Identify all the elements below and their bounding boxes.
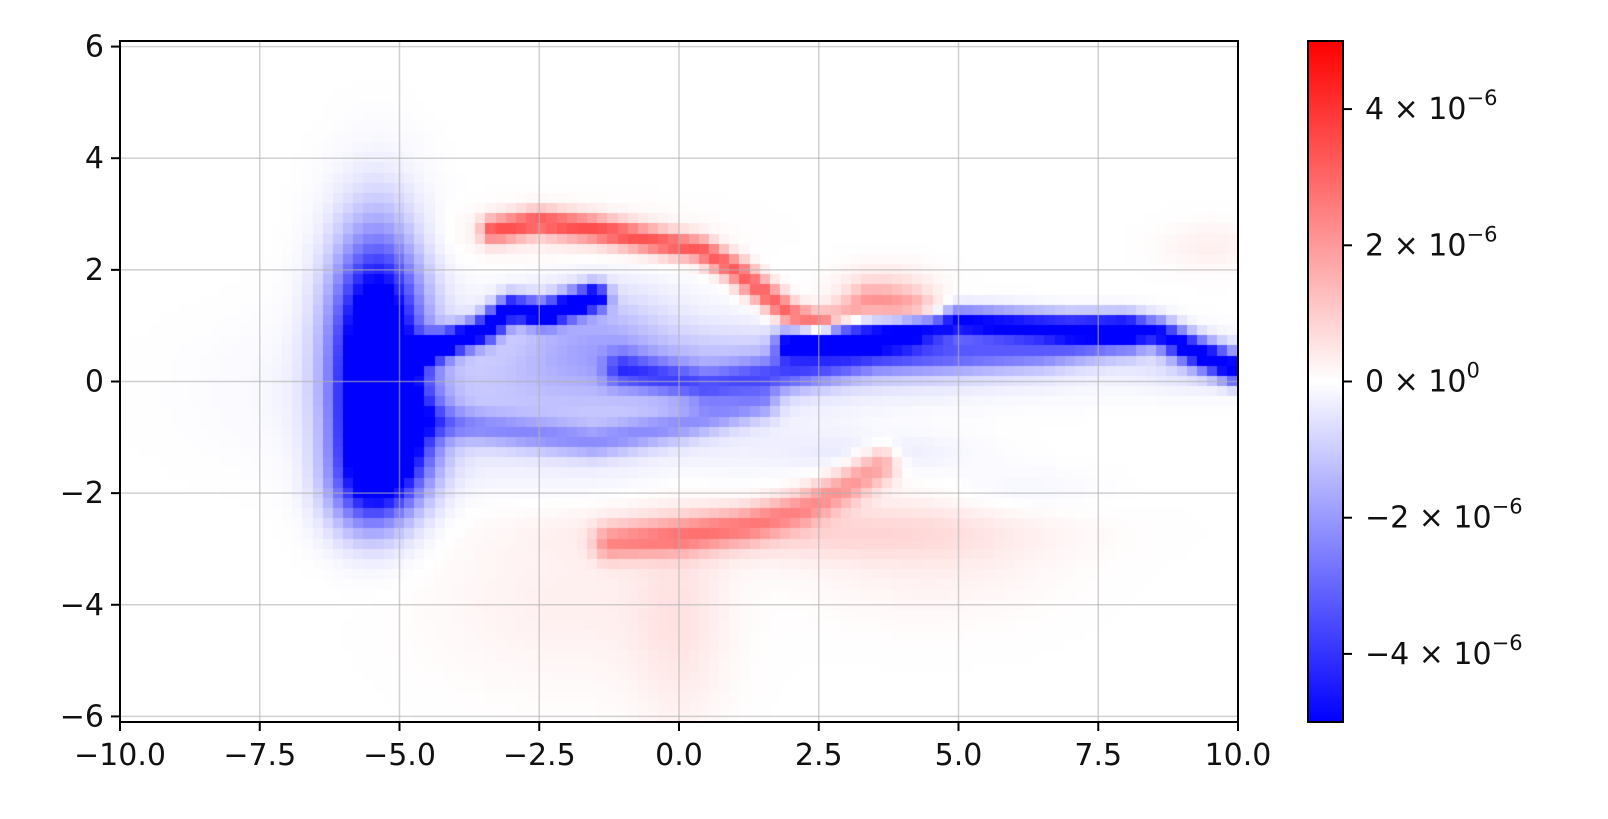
- x-axis: −10.0 −7.5 −5.0 −2.5 0.0 2.5 5.0 7.5 10.0: [74, 722, 1271, 773]
- y-tick-label: 6: [85, 30, 104, 65]
- colorbar-tick-label: −2 × 10−6: [1365, 495, 1523, 536]
- plot-area: −10.0 −7.5 −5.0 −2.5 0.0 2.5 5.0 7.5 10.0 6 4 2 0 −2…: [60, 30, 1272, 773]
- y-tick-label: −4: [60, 588, 104, 623]
- x-tick-label: −2.5: [503, 738, 576, 773]
- y-tick-label: 0: [85, 365, 104, 400]
- y-tick-label: 2: [85, 253, 104, 288]
- colorbar-ticks: 4 × 10−6 2 × 10−6 0 × 100 −2 × 10−6 −4 × 10−…: [1343, 86, 1523, 672]
- y-tick-label: −6: [60, 699, 104, 734]
- colorbar-tick-label: 4 × 10−6: [1365, 86, 1497, 127]
- colorbar-tick-label: 0 × 100: [1365, 359, 1480, 400]
- x-tick-label: 0.0: [655, 738, 703, 773]
- x-tick-label: 2.5: [795, 738, 843, 773]
- x-tick-label: −10.0: [74, 738, 166, 773]
- x-tick-label: −5.0: [363, 738, 436, 773]
- x-tick-label: −7.5: [223, 738, 296, 773]
- x-tick-label: 10.0: [1205, 738, 1272, 773]
- y-tick-label: −2: [60, 476, 104, 511]
- x-tick-label: 7.5: [1074, 738, 1122, 773]
- grid-lines: [119, 41, 1239, 722]
- y-axis: 6 4 2 0 −2 −4 −6: [60, 30, 120, 734]
- colorbar-tick-label: 2 × 10−6: [1365, 222, 1497, 263]
- colorbar-bar: [1307, 40, 1344, 723]
- y-tick-label: 4: [85, 141, 104, 176]
- x-tick-label: 5.0: [935, 738, 983, 773]
- colorbar-tick-label: −4 × 10−6: [1365, 631, 1523, 672]
- colorbar: 4 × 10−6 2 × 10−6 0 × 100 −2 × 10−6 −4 × 10−…: [1307, 40, 1523, 723]
